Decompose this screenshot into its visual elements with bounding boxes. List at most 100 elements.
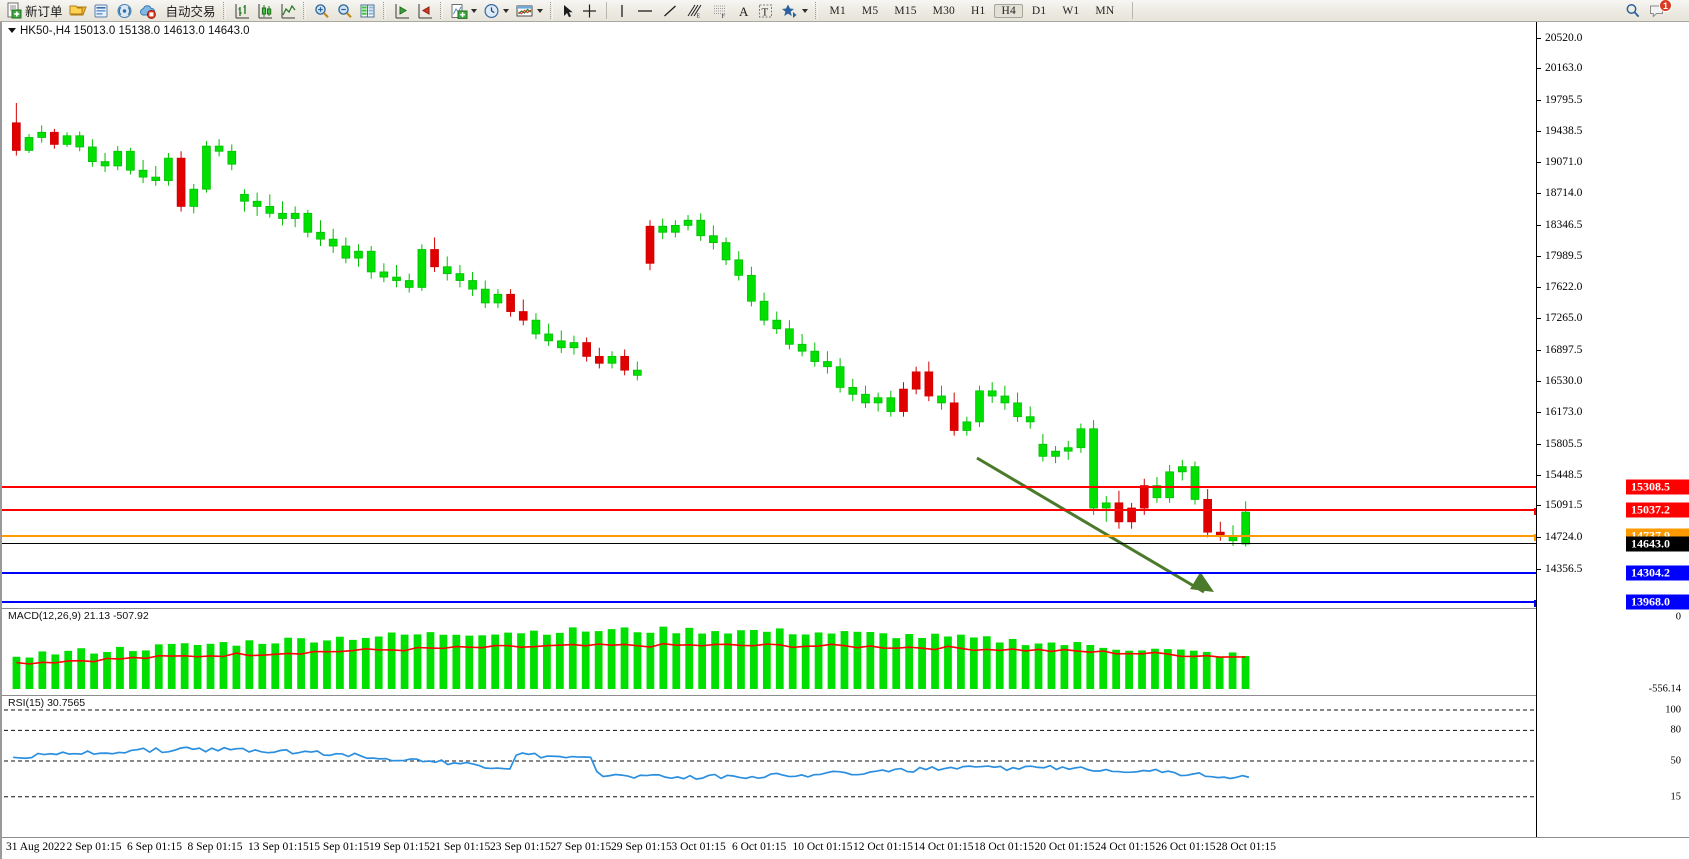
templates-button[interactable] [512,1,546,21]
candlestick-icon [258,3,272,18]
rsi-canvas[interactable] [2,696,1538,836]
timeframe-h4[interactable]: H4 [994,3,1023,18]
toolbar-divider-6 [605,2,607,19]
macd-canvas[interactable] [2,609,1538,695]
level-line-14643.0[interactable] [2,543,1538,545]
macd-histogram-bar [25,657,34,689]
macd-histogram-bar [12,656,21,689]
signals-button[interactable] [113,1,136,21]
candle-body [861,393,870,404]
level-line-14304.2[interactable] [2,572,1538,575]
candle-body [176,157,186,207]
candle-body [164,157,173,181]
search-button[interactable] [1621,1,1645,21]
fibonacci-tool-button[interactable]: F [708,1,733,21]
chart-area[interactable]: HK50-,H4 15013.0 15138.0 14613.0 14643.0… [0,22,1689,859]
macd-histogram-bar [1189,650,1198,689]
price-marker-13968.0[interactable]: 13968.0 [1626,594,1689,610]
price-chart-canvas[interactable] [2,22,1538,608]
trendline-tool-button[interactable] [658,1,682,21]
vertical-line-tool-button[interactable] [612,1,632,21]
rsi-level-50: 50 [1670,755,1682,767]
macd-histogram-bar [1202,651,1211,689]
candle-body [633,369,642,376]
zoom-in-button[interactable] [310,1,333,21]
notifications-button[interactable]: 1 [1645,0,1687,21]
vps-button[interactable] [136,1,160,21]
candle-body [696,219,706,237]
price-marker-14304.2[interactable]: 14304.2 [1626,565,1689,581]
macd-axis-zero: 0 [1675,611,1681,623]
market-data-button[interactable] [90,1,113,21]
shift-chart-button[interactable] [390,1,413,21]
timeframe-mn[interactable]: MN [1095,4,1115,17]
period-button[interactable] [480,1,512,21]
level-line-13968.0[interactable] [2,600,1541,608]
price-marker-15037.2[interactable]: 15037.2 [1626,502,1689,518]
timeframe-m5[interactable]: M5 [861,4,879,17]
indicators-button[interactable] [447,1,480,21]
macd-histogram-bar [245,640,254,689]
bar-chart-button[interactable] [230,1,253,21]
autotrading-button[interactable]: 自动交易 [160,1,219,21]
time-scale[interactable]: 31 Aug 2022 2 Sep 01:15 6 Sep 01:15 8 Sep 0… [2,837,1689,859]
candle-body [1076,428,1086,449]
expert-advisor-button[interactable] [66,1,90,21]
chevron-down-icon[interactable] [536,8,543,13]
candlestick-chart-button[interactable] [253,1,276,21]
data-window-button[interactable] [356,1,379,21]
macd-label: MACD(12,26,9) 21.13 -507.92 [8,610,149,622]
price-tick: 20520.0 [1536,31,1583,44]
cursor-tool-button[interactable] [557,1,578,21]
price-tick: 17989.5 [1536,249,1583,262]
price-marker-14643.0[interactable]: 14643.0 [1626,536,1689,552]
toolbar-divider-4 [439,2,443,19]
macd-histogram-bar [1215,656,1224,689]
chart-menu-caret-icon[interactable] [8,28,16,33]
line-chart-button[interactable] [276,1,299,21]
macd-histogram-bar [51,654,60,689]
timeframe-m30[interactable]: M30 [932,4,955,17]
new-order-button[interactable]: 新订单 [2,1,66,21]
price-marker-15308.5[interactable]: 15308.5 [1626,479,1689,495]
trend-arrow-annotation[interactable] [976,456,1214,594]
macd-histogram-bar [814,632,823,689]
candle-body [531,319,541,335]
text-tool-button[interactable]: A [733,1,754,21]
timeframe-m15[interactable]: M15 [894,4,917,17]
crosshair-tool-button[interactable] [578,1,601,21]
clock-icon [484,3,499,18]
candle-body [354,250,363,259]
macd-histogram-bar [439,634,448,689]
cloud-stop-icon [139,4,156,19]
chevron-down-icon[interactable] [801,8,808,13]
horizontal-line-tool-button[interactable] [632,1,658,21]
candle-body [594,355,604,364]
candle-body [88,146,97,163]
timeframe-m1[interactable]: M1 [829,4,846,17]
candle-body [759,300,769,321]
level-line-14737.9[interactable] [2,533,1541,541]
level-line-15308.5[interactable] [2,485,1538,488]
macd-histogram-bar [103,651,111,689]
autoscroll-button[interactable] [413,1,436,21]
text-label-tool-button[interactable]: T [754,1,777,21]
macd-pane-top-border [2,608,1538,609]
candle-body [50,131,59,145]
candle-body [518,311,528,321]
equidistant-channel-button[interactable]: E [682,1,708,21]
macd-histogram-bar [918,637,926,689]
price-scale[interactable]: 20520.0 20163.0 19795.5 19438.5 19071.0 18714… [1536,22,1689,859]
chart-title-bar[interactable]: HK50-,H4 15013.0 15138.0 14613.0 14643.0 [8,25,250,37]
new-order-icon [7,2,22,19]
chevron-down-icon[interactable] [502,8,509,13]
macd-histogram-bar [1086,645,1095,689]
timeframe-w1[interactable]: W1 [1062,4,1080,17]
macd-histogram-bar [271,643,280,689]
level-line-15037.2[interactable] [2,508,1541,515]
shapes-tool-button[interactable] [777,1,811,21]
timeframe-h1[interactable]: H1 [970,4,986,17]
zoom-out-button[interactable] [333,1,356,21]
timeframe-d1[interactable]: D1 [1031,4,1047,17]
chevron-down-icon[interactable] [470,8,477,13]
